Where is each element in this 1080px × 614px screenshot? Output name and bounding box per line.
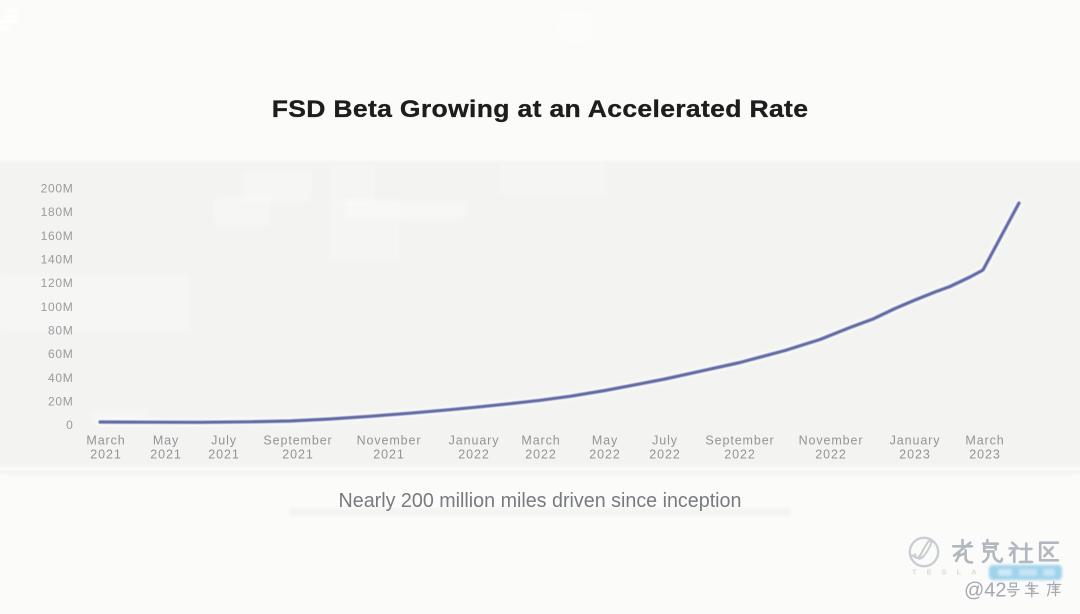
svg-text:60M: 60M [48,347,73,361]
svg-text:TESLA: TESLA [912,568,987,577]
svg-text:100M: 100M [41,300,74,314]
svg-text:120M: 120M [41,276,74,290]
svg-text:160M: 160M [41,229,74,243]
svg-text:180M: 180M [41,205,74,219]
svg-text:80M: 80M [48,324,73,338]
svg-text:20M: 20M [48,395,73,409]
svg-text:@42: @42 [964,579,1007,601]
svg-text:40M: 40M [48,371,73,385]
svg-text:0: 0 [66,418,73,432]
svg-text:200M: 200M [41,182,74,196]
svg-text:140M: 140M [41,253,74,267]
